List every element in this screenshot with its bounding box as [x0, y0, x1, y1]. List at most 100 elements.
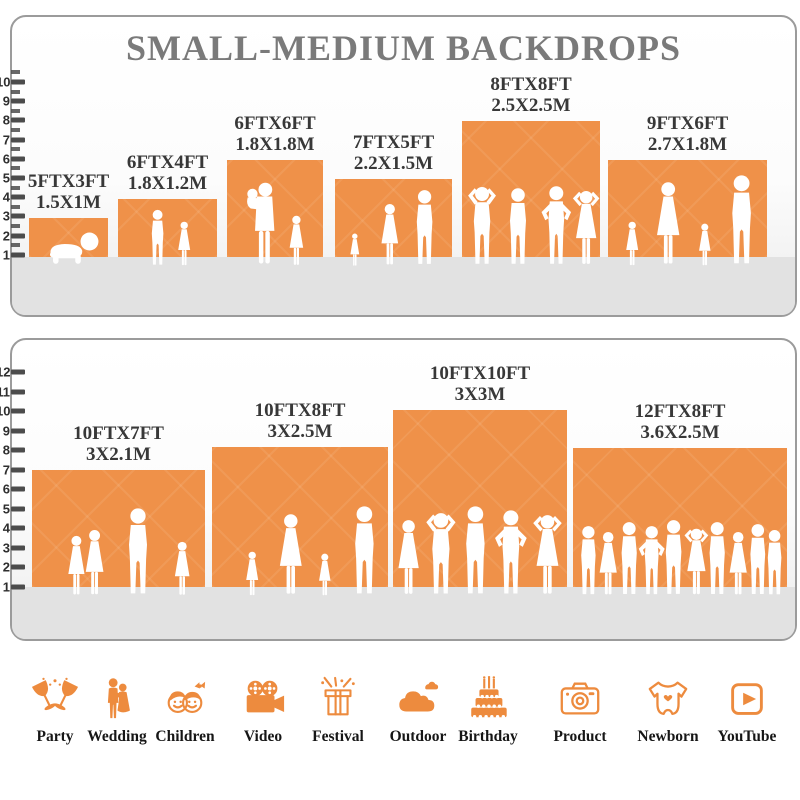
ruler-tick-label: 1	[2, 579, 10, 594]
floor	[12, 257, 795, 315]
person-girl-silhouette	[623, 221, 641, 267]
person-man-silhouette	[120, 507, 156, 597]
backdrop-10ftx7ft	[32, 470, 205, 587]
backdrop-size-ft: 10FTX7FT	[73, 422, 164, 444]
backdrop-7ftx5ft	[335, 179, 452, 257]
wedding-icon	[94, 676, 140, 722]
person-boy-silhouette	[146, 209, 169, 267]
ruler-tick-label: 8	[2, 442, 10, 458]
page-title: SMALL-MEDIUM BACKDROPS	[125, 28, 681, 68]
backdrop-label-9ftx6ft: 9FTX6FT 2.7X1.8M	[647, 113, 728, 156]
youtube-icon	[724, 676, 770, 722]
ruler-tick-label: 11	[0, 384, 10, 399]
backdrop-10ftx10ft	[393, 410, 567, 587]
category-label: Newborn	[637, 728, 699, 745]
category-item-wedding: Wedding	[73, 676, 161, 746]
category-item-birthday: Birthday	[444, 676, 532, 746]
person-mombaby-silhouette	[243, 181, 283, 267]
person-manhips-silhouette	[488, 509, 534, 597]
ruler-tick-label: 2	[2, 228, 10, 244]
person-woman-silhouette	[274, 513, 308, 597]
ruler-tick-label: 7	[2, 132, 10, 148]
person-man-silhouette	[761, 529, 788, 597]
floor	[12, 587, 795, 639]
backdrop-size-m: 1.8X1.8M	[235, 134, 315, 156]
ruler-tick-label: 4	[2, 520, 10, 536]
backdrop-size-m: 3X2.1M	[86, 444, 151, 466]
person-woman-silhouette	[393, 519, 424, 597]
category-item-children: Children	[141, 676, 229, 746]
person-manup-silhouette	[422, 511, 460, 597]
person-girl-silhouette	[175, 221, 193, 267]
ruler-tick-label: 12	[0, 364, 11, 380]
product-icon	[557, 676, 603, 722]
backdrop-label-6ftx6ft: 6FTX6FT 1.8X1.8M	[234, 113, 315, 156]
person-girl-silhouette	[696, 223, 714, 267]
category-label: Children	[155, 728, 215, 745]
panel-small-medium-bottom: 10FTX7FT 3X2.1M 10FTX8FT 3X2.5M 10FTX10FT 3X3…	[0, 338, 797, 641]
backdrop-6ftx6ft	[227, 160, 323, 257]
ruler-tick-label: 9	[2, 423, 10, 438]
ruler-tick-label: 7	[2, 462, 10, 477]
ruler-tick-label: 3	[2, 208, 10, 224]
category-label: Party	[36, 728, 74, 745]
person-man-silhouette	[409, 189, 440, 267]
category-label: Birthday	[458, 728, 518, 745]
outdoor-icon	[395, 676, 441, 722]
backdrop-6ftx4ft	[118, 199, 217, 257]
ruler-tick-label: 6	[2, 481, 10, 497]
backdrop-10ftx8ft	[212, 447, 388, 587]
person-girl-silhouette	[286, 215, 307, 267]
ruler-tick-label: 6	[2, 151, 10, 167]
category-row: Party Wedding Children Video Festival Outdoor…	[0, 676, 800, 756]
person-woman-silhouette	[81, 529, 108, 597]
backdrop-size-ft: 8FTX8FT	[490, 73, 572, 95]
person-womanup-silhouette	[529, 513, 566, 597]
backdrop-label-12ftx8ft: 12FTX8FT 3.6X2.5M	[635, 401, 726, 444]
backdrop-label-8ftx8ft: 8FTX8FT 2.5X2.5M	[490, 74, 571, 117]
category-item-newborn: Newborn	[624, 676, 712, 746]
person-girl-silhouette	[316, 553, 334, 597]
backdrop-label-10ftx7ft: 10FTX7FT 3X2.1M	[73, 423, 164, 466]
backdrop-size-m: 1.5X1M	[36, 192, 101, 214]
ruler-tick-label: 10	[0, 403, 11, 419]
backdrop-size-m: 3.6X2.5M	[640, 422, 720, 444]
person-woman-silhouette	[377, 203, 403, 267]
backdrop-5ftx3ft	[29, 218, 108, 257]
person-manup-silhouette	[464, 185, 500, 267]
ruler-tick-label: 1	[2, 247, 10, 263]
person-woman-silhouette	[651, 181, 685, 267]
person-baby-silhouette	[40, 231, 102, 265]
ruler-tick-label: 10	[0, 74, 11, 90]
backdrop-size-ft: 6FTX6FT	[234, 112, 316, 134]
ruler-tick-label: 3	[2, 540, 10, 555]
backdrop-size-ft: 10FTX8FT	[254, 399, 346, 421]
category-label: Product	[553, 728, 607, 745]
person-man-silhouette	[502, 187, 534, 267]
backdrop-size-m: 1.8X1.2M	[127, 173, 208, 195]
category-item-product: Product	[536, 676, 624, 746]
backdrop-12ftx8ft	[573, 448, 787, 587]
person-girl-silhouette	[348, 233, 362, 267]
backdrop-size-m: 2.7X1.8M	[647, 134, 728, 156]
ruler-tick-label: 5	[2, 170, 10, 186]
backdrop-8ftx8ft	[462, 121, 600, 257]
scene-bottom: 10FTX7FT 3X2.1M 10FTX8FT 3X2.5M 10FTX10FT 3X3…	[12, 340, 795, 639]
scene-top: 5FTX3FT 1.5X1M 6FTX4FT 1.8X1.2M 6FTX6FT 1.8X1…	[12, 17, 795, 315]
category-item-video: Video	[219, 676, 307, 746]
ruler-tick-label: 4	[2, 189, 10, 205]
backdrop-size-m: 2.5X2.5M	[491, 95, 571, 117]
person-man-silhouette	[346, 505, 383, 597]
category-label: Outdoor	[389, 728, 447, 745]
children-icon	[162, 676, 208, 722]
newborn-icon	[645, 676, 691, 722]
category-item-outdoor: Outdoor	[374, 676, 462, 746]
party-icon	[32, 676, 78, 722]
category-item-festival: Festival	[294, 676, 382, 746]
category-item-youtube: YouTube	[703, 676, 791, 746]
category-label: Wedding	[87, 728, 147, 745]
backdrop-9ftx6ft	[608, 160, 767, 257]
ruler-tick-label: 8	[2, 112, 10, 128]
ruler-tick-label: 5	[2, 501, 10, 516]
